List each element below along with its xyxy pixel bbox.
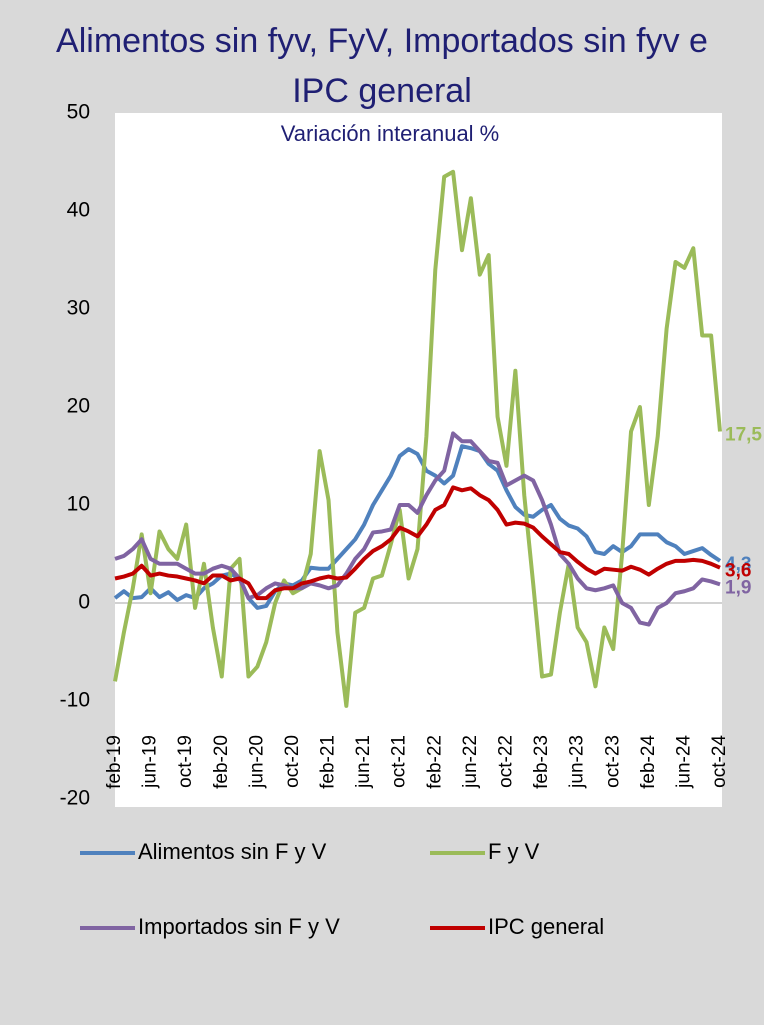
x-tick-label: feb-21 [318, 735, 339, 789]
x-tick-label: feb-19 [104, 735, 125, 789]
x-tick-label: jun-19 [140, 735, 161, 789]
y-tick-label: 30 [67, 297, 90, 320]
x-tick-label: oct-21 [389, 735, 410, 788]
end-value-label: 17,5 [725, 425, 762, 446]
x-tick-label: feb-20 [211, 735, 232, 789]
end-value-label: 1,9 [725, 577, 751, 598]
y-tick-label: 50 [67, 101, 90, 124]
legend-label: F y V [488, 839, 540, 864]
y-tick-label: 40 [67, 199, 90, 222]
end-value-label: 4,3 [725, 554, 751, 575]
series-line [113, 444, 722, 610]
series-line [113, 169, 722, 708]
x-tick-label: jun-23 [567, 735, 588, 789]
x-tick-label: jun-24 [673, 735, 694, 789]
x-tick-label: feb-22 [424, 735, 445, 789]
chart-subtitle: Variación interanual % [281, 121, 500, 146]
y-tick-label: 20 [67, 395, 90, 418]
chart-title: Alimentos sin fyv, FyV, Importados sin f… [56, 22, 708, 110]
x-tick-label: oct-19 [175, 735, 196, 788]
x-tick-label: jun-20 [246, 735, 267, 789]
end-value-label: 3,6 [725, 561, 751, 582]
x-tick-label: oct-24 [709, 735, 730, 788]
legend-label: IPC general [488, 914, 604, 939]
y-tick-label: 0 [78, 591, 90, 614]
y-tick-label: 10 [67, 493, 90, 516]
legend-label: Alimentos sin F y V [138, 839, 327, 864]
y-tick-label: -10 [60, 689, 90, 712]
series-line [114, 431, 721, 627]
x-tick-label: oct-20 [282, 735, 303, 788]
x-tick-label: feb-23 [531, 735, 552, 789]
x-tick-label: feb-24 [638, 735, 659, 789]
x-tick-label: oct-22 [495, 735, 516, 788]
y-tick-label: -20 [60, 787, 90, 810]
series-line [114, 485, 721, 601]
x-tick-label: jun-21 [353, 735, 374, 789]
x-tick-label: jun-22 [460, 735, 481, 789]
x-tick-label: oct-23 [602, 735, 623, 788]
legend-label: Importados sin F y V [138, 914, 340, 939]
